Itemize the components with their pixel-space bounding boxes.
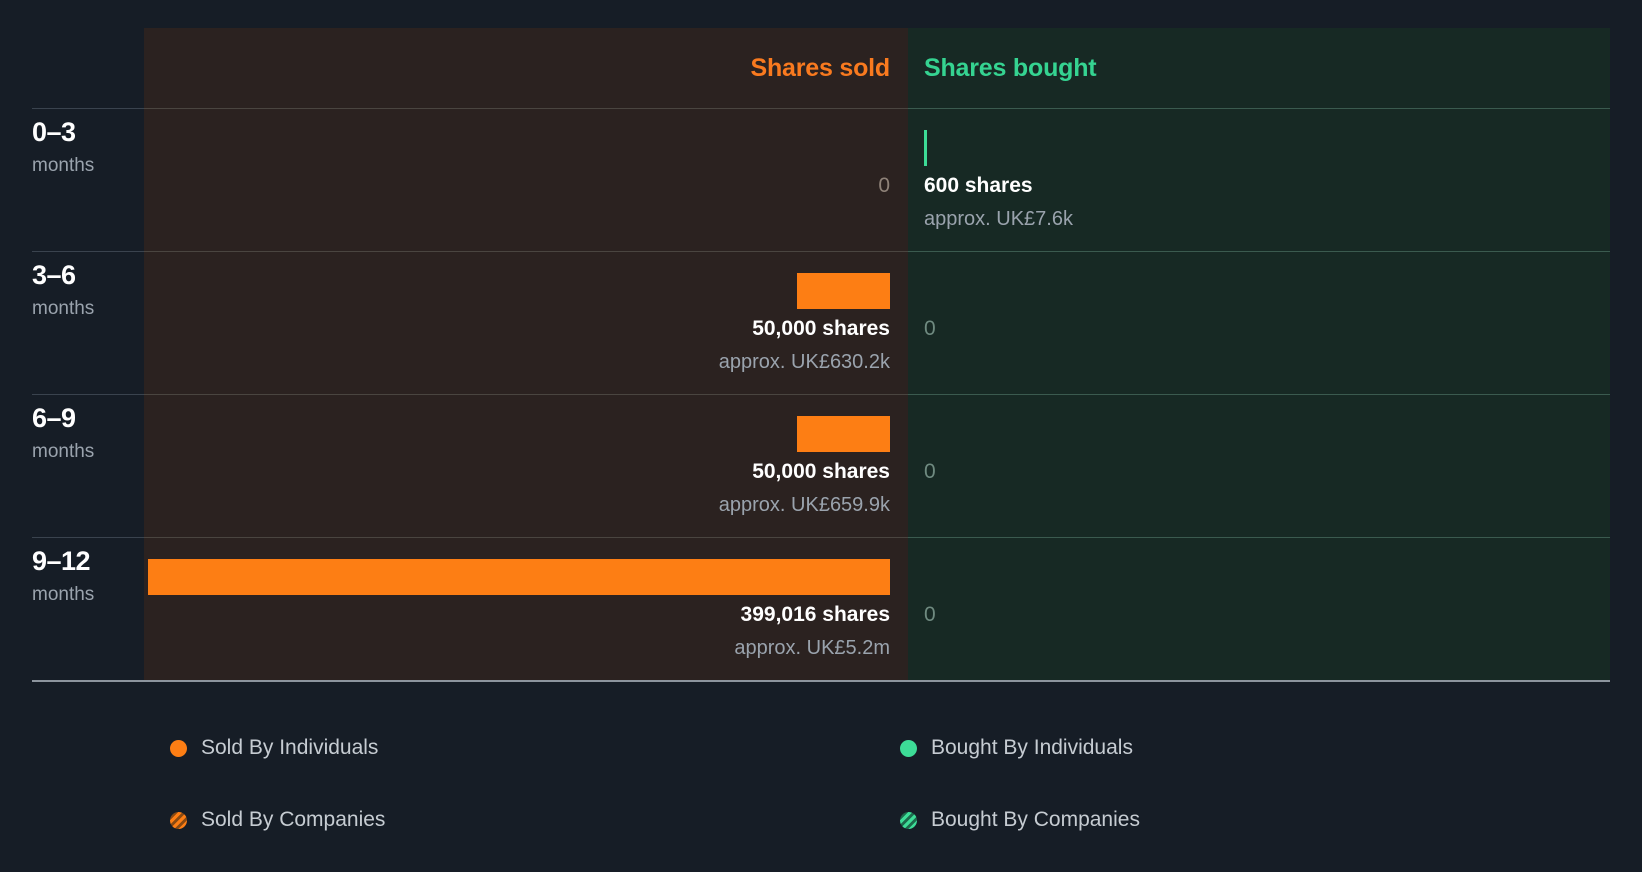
period-unit: months xyxy=(32,441,95,463)
period-range: 3–6 xyxy=(32,260,76,290)
bought-value-label: approx. UK£7.6k xyxy=(924,208,1073,230)
row-divider-sold xyxy=(144,394,908,395)
bought-column-panel xyxy=(908,28,1610,681)
sold-shares-label: 50,000 shares xyxy=(752,317,890,340)
legend-item[interactable]: Bought By Companies xyxy=(900,784,1140,856)
bought-zero-label: 0 xyxy=(924,317,936,340)
sold-value-label: approx. UK£630.2k xyxy=(718,351,890,373)
sold-value-label: approx. UK£5.2m xyxy=(734,637,890,659)
sold-bar[interactable] xyxy=(797,273,890,309)
bought-cell: 0 xyxy=(908,537,1610,680)
bought-zero-label: 0 xyxy=(924,603,936,626)
sold-cell: 0 xyxy=(144,108,908,251)
sold-bar[interactable] xyxy=(148,559,890,595)
period-label: 3–6 months xyxy=(32,260,144,320)
bought-bar[interactable] xyxy=(924,130,927,166)
sold-shares-label: 50,000 shares xyxy=(752,460,890,483)
period-range: 0–3 xyxy=(32,117,76,147)
period-range: 9–12 xyxy=(32,546,91,576)
chart-row: 9–12 months 399,016 shares approx. UK£5.2m 0 xyxy=(0,537,1642,680)
sold-bar-track xyxy=(144,416,908,452)
row-divider-bought xyxy=(908,108,1610,109)
chart-row: 6–9 months 50,000 shares approx. UK£659.9k 0 xyxy=(0,394,1642,537)
chart-header: Shares sold Shares bought xyxy=(0,28,1642,108)
period-label: 0–3 months xyxy=(32,117,144,177)
legend-column-bought: Bought By Individuals Bought By Companies xyxy=(900,712,1140,856)
row-divider xyxy=(32,537,144,538)
period-unit: months xyxy=(32,298,95,320)
legend-label: Sold By Individuals xyxy=(201,736,379,759)
chart-rows: 0–3 months 0 600 shares approx. UK£7.6k 3–6 mo… xyxy=(0,108,1642,680)
legend-item[interactable]: Sold By Companies xyxy=(170,784,385,856)
row-divider-bought xyxy=(908,394,1610,395)
hatched-green-dot-icon xyxy=(900,811,917,829)
bought-zero-label: 0 xyxy=(924,460,936,483)
row-divider-sold xyxy=(144,251,908,252)
sold-cell: 50,000 shares approx. UK£630.2k xyxy=(144,251,908,394)
sold-value-label: approx. UK£659.9k xyxy=(718,494,890,516)
shares-bought-header: Shares bought xyxy=(924,53,1097,82)
legend-label: Sold By Companies xyxy=(201,808,386,831)
row-divider-sold xyxy=(144,537,908,538)
hatched-orange-dot-icon xyxy=(170,811,187,829)
solid-green-dot-icon xyxy=(900,739,917,757)
row-divider-bought xyxy=(908,251,1610,252)
bought-cell: 0 xyxy=(908,394,1610,537)
legend-item[interactable]: Sold By Individuals xyxy=(170,712,385,784)
chart-row: 0–3 months 0 600 shares approx. UK£7.6k xyxy=(0,108,1642,251)
sold-bar-track xyxy=(144,273,908,309)
solid-orange-dot-icon xyxy=(170,739,187,757)
period-unit: months xyxy=(32,584,95,606)
row-divider-sold xyxy=(144,108,908,109)
sold-zero-label: 0 xyxy=(878,174,890,197)
sold-cell: 399,016 shares approx. UK£5.2m xyxy=(144,537,908,680)
legend-label: Bought By Individuals xyxy=(931,736,1133,759)
legend-label: Bought By Companies xyxy=(931,808,1140,831)
shares-sold-header: Shares sold xyxy=(750,53,890,82)
bought-cell: 0 xyxy=(908,251,1610,394)
period-label: 9–12 months xyxy=(32,546,144,606)
bought-shares-label: 600 shares xyxy=(924,174,1033,197)
row-divider xyxy=(32,108,144,109)
sold-bar[interactable] xyxy=(797,416,890,452)
legend-item[interactable]: Bought By Individuals xyxy=(900,712,1140,784)
row-divider-bought xyxy=(908,537,1610,538)
bought-bar-track xyxy=(908,130,1610,166)
bought-cell: 600 shares approx. UK£7.6k xyxy=(908,108,1610,251)
period-label: 6–9 months xyxy=(32,403,144,463)
period-unit: months xyxy=(32,155,95,177)
axis-baseline xyxy=(32,680,1610,682)
period-range: 6–9 xyxy=(32,403,76,433)
row-divider xyxy=(32,394,144,395)
chart-legend: Sold By Individuals Sold By Companies Bou… xyxy=(0,712,1642,852)
sold-cell: 50,000 shares approx. UK£659.9k xyxy=(144,394,908,537)
legend-column-sold: Sold By Individuals Sold By Companies xyxy=(170,712,385,856)
row-divider xyxy=(32,251,144,252)
chart-row: 3–6 months 50,000 shares approx. UK£630.2k 0 xyxy=(0,251,1642,394)
sold-bar-track xyxy=(144,559,908,595)
sold-shares-label: 399,016 shares xyxy=(740,603,890,626)
